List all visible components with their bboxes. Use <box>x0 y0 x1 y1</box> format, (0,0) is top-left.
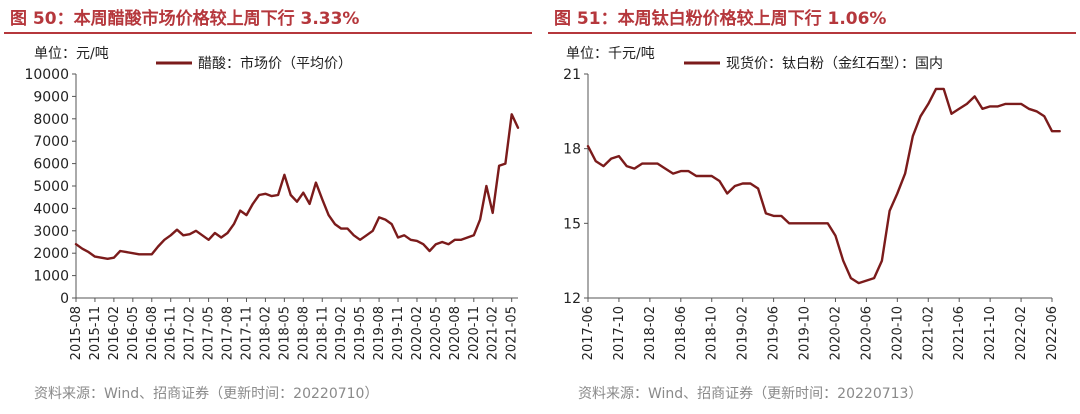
x-tick-label: 2021-10 <box>983 306 998 360</box>
x-tick-label: 2019-02 <box>736 306 751 360</box>
x-tick-label: 2020-10 <box>890 306 905 360</box>
x-tick-label: 2018-05 <box>277 306 292 360</box>
x-tick-label: 2021-02 <box>921 306 936 360</box>
series-line <box>586 87 1061 285</box>
y-tick-label: 9000 <box>33 89 69 105</box>
figure-title: 图 51：本周钛白粉价格较上周下行 1.06% <box>554 9 887 29</box>
x-tick-label: 2017-02 <box>183 306 198 360</box>
x-tick-label: 2015-08 <box>69 306 84 360</box>
y-tick-label: 12 <box>563 291 581 307</box>
x-tick-label: 2021-02 <box>486 306 501 360</box>
x-tick-label: 2017-05 <box>202 306 217 360</box>
y-tick-label: 3000 <box>33 224 69 240</box>
series-line <box>74 113 520 260</box>
y-tick-label: 2000 <box>33 246 69 262</box>
y-tick-label: 15 <box>563 216 581 232</box>
x-tick-label: 2016-02 <box>107 306 122 360</box>
x-tick-label: 2021-06 <box>952 306 967 360</box>
y-tick-label: 21 <box>563 67 581 83</box>
acetic-acid-price-chart: 单位：元/吨 0 1000 2000 3000 4000 5000 6000 7000 8000 9… <box>24 46 520 360</box>
x-tick-label: 2020-06 <box>859 306 874 360</box>
x-tick-label: 2019-11 <box>391 306 406 360</box>
x-tick-label: 2018-02 <box>258 306 273 360</box>
x-tick-label: 2021-05 <box>505 306 520 360</box>
x-tick-label: 2020-05 <box>429 306 444 360</box>
x-tick-label: 2016-05 <box>126 306 141 360</box>
x-tick-label: 2015-11 <box>88 306 103 360</box>
x-tick-label: 2018-02 <box>643 306 658 360</box>
title-divider <box>4 32 532 34</box>
title-divider <box>548 32 1076 34</box>
x-tick-label: 2020-02 <box>410 306 425 360</box>
y-tick-label: 8000 <box>33 112 69 128</box>
x-tick-label: 2019-06 <box>767 306 782 360</box>
x-tick-label: 2018-11 <box>315 306 330 360</box>
y-tick-label: 6000 <box>33 157 69 173</box>
x-tick-label: 2017-10 <box>612 306 627 360</box>
y-tick-label: 1000 <box>33 269 69 285</box>
x-tick-label: 2016-08 <box>145 306 160 360</box>
legend-label: 现货价：钛白粉（金红石型）：国内 <box>726 55 943 72</box>
chart-panel-acetic-acid: 图 50：本周醋酸市场价格较上周下行 3.33% 单位：元/吨 0 1000 2000… <box>4 0 532 414</box>
y-axis-unit-label: 单位：千元/吨 <box>566 46 655 62</box>
x-tick-label: 2019-02 <box>334 306 349 360</box>
x-tick-label: 2017-11 <box>239 306 254 360</box>
x-tick-label: 2019-10 <box>798 306 813 360</box>
chart-panel-titanium-dioxide: 图 51：本周钛白粉价格较上周下行 1.06% 单位：千元/吨 12 15 18 21 2… <box>548 0 1076 414</box>
x-tick-label: 2022-02 <box>1014 306 1029 360</box>
x-tick-label: 2019-05 <box>353 306 368 360</box>
x-tick-label: 2018-10 <box>705 306 720 360</box>
x-tick-label: 2016-11 <box>164 306 179 360</box>
y-tick-label: 18 <box>563 142 581 158</box>
x-tick-label: 2017-06 <box>581 306 596 360</box>
x-tick-label: 2022-06 <box>1045 306 1060 360</box>
figure-title: 图 50：本周醋酸市场价格较上周下行 3.33% <box>10 9 360 29</box>
y-tick-label: 7000 <box>33 134 69 150</box>
y-axis-unit-label: 单位：元/吨 <box>34 46 109 62</box>
y-tick-label: 0 <box>60 291 69 307</box>
source-note: 资料来源：Wind、招商证券（更新时间：20220713） <box>578 386 923 402</box>
x-tick-label: 2019-08 <box>372 306 387 360</box>
y-tick-label: 10000 <box>24 67 69 83</box>
y-tick-label: 5000 <box>33 179 69 195</box>
x-tick-label: 2020-02 <box>828 306 843 360</box>
y-tick-label: 4000 <box>33 201 69 217</box>
legend-label: 醋酸：市场价（平均价） <box>198 55 352 72</box>
x-tick-label: 2017-08 <box>221 306 236 360</box>
titanium-dioxide-price-chart: 单位：千元/吨 12 15 18 21 2017-06 2017-10 2018-02 2018… <box>563 46 1061 360</box>
x-tick-label: 2020-11 <box>467 306 482 360</box>
x-tick-label: 2020-08 <box>448 306 463 360</box>
x-tick-label: 2018-08 <box>296 306 311 360</box>
source-note: 资料来源：Wind、招商证券（更新时间：20220710） <box>34 386 379 402</box>
x-tick-label: 2018-06 <box>674 306 689 360</box>
